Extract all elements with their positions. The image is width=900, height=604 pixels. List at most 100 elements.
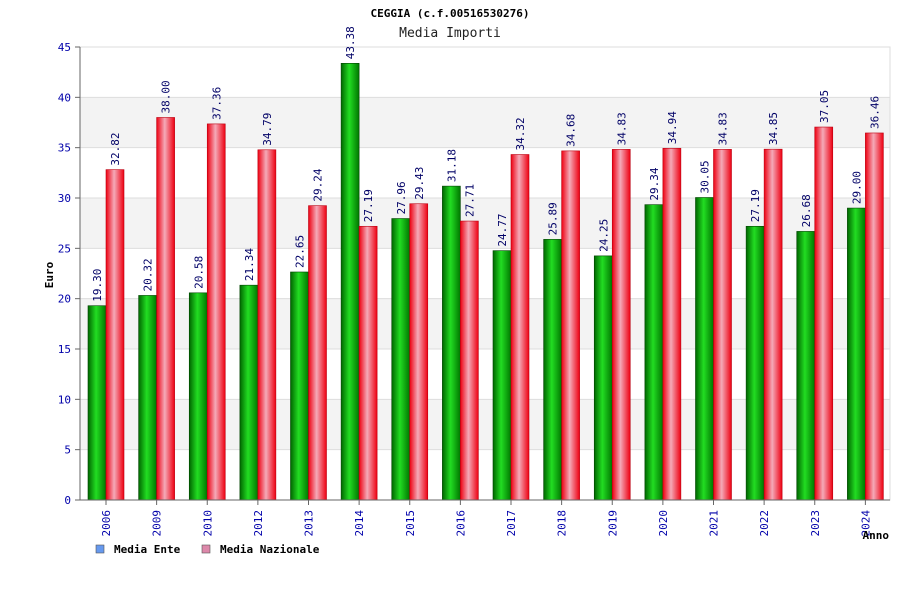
x-tick-label: 2016 bbox=[454, 510, 467, 537]
data-label: 24.77 bbox=[496, 214, 509, 247]
x-tick-label: 2017 bbox=[505, 510, 518, 537]
legend-label-media-ente: Media Ente bbox=[114, 543, 181, 556]
data-label: 20.58 bbox=[192, 256, 205, 289]
data-label: 21.34 bbox=[243, 248, 256, 281]
legend-label-media-nazionale: Media Nazionale bbox=[220, 543, 320, 556]
bar-media-nazionale bbox=[156, 117, 175, 501]
bar-media-ente bbox=[796, 231, 816, 501]
bar-media-nazionale bbox=[308, 205, 327, 501]
y-tick-label: 5 bbox=[64, 444, 71, 457]
data-label: 29.24 bbox=[312, 168, 325, 201]
bar-media-nazionale bbox=[206, 123, 226, 501]
bar-media-nazionale bbox=[865, 132, 884, 501]
y-tick-label: 45 bbox=[58, 41, 71, 54]
bar-media-nazionale bbox=[105, 169, 125, 501]
bar-media-ente bbox=[543, 239, 562, 501]
x-tick-label: 2014 bbox=[353, 510, 366, 537]
data-label: 34.68 bbox=[565, 114, 578, 147]
data-label: 31.18 bbox=[445, 149, 458, 182]
bar-media-ente bbox=[593, 255, 613, 501]
bar-media-ente bbox=[391, 218, 411, 501]
data-label: 37.05 bbox=[818, 90, 831, 123]
bar-media-ente bbox=[87, 305, 107, 501]
y-tick-label: 40 bbox=[58, 91, 71, 104]
data-label: 29.00 bbox=[850, 171, 863, 204]
data-label: 20.32 bbox=[142, 258, 155, 291]
y-tick-label: 0 bbox=[64, 494, 71, 507]
data-label: 36.46 bbox=[868, 96, 881, 129]
data-label: 34.94 bbox=[666, 111, 679, 144]
bar-media-nazionale bbox=[460, 220, 479, 501]
bar-media-ente bbox=[188, 292, 208, 501]
y-tick-label: 30 bbox=[58, 192, 71, 205]
x-tick-label: 2009 bbox=[151, 510, 164, 537]
data-label: 34.83 bbox=[717, 112, 730, 145]
data-label: 38.00 bbox=[160, 80, 173, 113]
x-tick-label: 2015 bbox=[404, 510, 417, 537]
bars-layer bbox=[87, 63, 884, 501]
x-tick-label: 2020 bbox=[657, 510, 670, 537]
bar-media-nazionale bbox=[510, 154, 530, 501]
y-tick-label: 20 bbox=[58, 293, 71, 306]
chart-title: CEGGIA (c.f.00516530276) bbox=[371, 7, 530, 20]
legend-swatch-media-ente bbox=[95, 544, 105, 554]
y-tick-label: 35 bbox=[58, 142, 71, 155]
bar-media-ente bbox=[695, 197, 714, 501]
y-tick-label: 10 bbox=[58, 393, 71, 406]
bar-media-ente bbox=[492, 250, 512, 501]
legend-swatch-media-nazionale bbox=[201, 544, 211, 554]
legend: Media Ente Media Nazionale bbox=[95, 543, 320, 556]
data-label: 29.43 bbox=[413, 167, 426, 200]
bar-media-ente bbox=[138, 295, 157, 501]
bar-media-nazionale bbox=[409, 203, 429, 501]
bar-media-ente bbox=[644, 204, 664, 501]
y-tick-label: 25 bbox=[58, 242, 71, 255]
x-tick-label: 2013 bbox=[303, 510, 316, 537]
data-label: 34.85 bbox=[767, 112, 780, 145]
bar-media-nazionale bbox=[763, 148, 783, 501]
x-tick-label: 2012 bbox=[252, 510, 265, 537]
x-tick-label: 2023 bbox=[809, 510, 822, 537]
bar-media-ente bbox=[745, 225, 765, 501]
data-label: 24.25 bbox=[597, 219, 610, 252]
bar-media-nazionale bbox=[561, 150, 580, 501]
x-tick-label: 2019 bbox=[606, 510, 619, 537]
bar-media-ente bbox=[290, 271, 309, 501]
chart-subtitle: Media Importi bbox=[399, 26, 501, 41]
x-tick-label: 2010 bbox=[201, 510, 214, 537]
bar-media-nazionale bbox=[713, 149, 732, 501]
data-label: 34.79 bbox=[261, 113, 274, 146]
x-axis-label: Anno bbox=[863, 529, 890, 542]
data-label: 27.19 bbox=[362, 189, 375, 222]
data-label: 37.36 bbox=[210, 87, 223, 120]
x-tick-label: 2022 bbox=[758, 510, 771, 537]
data-label: 25.89 bbox=[547, 202, 560, 235]
y-axis-label: Euro bbox=[43, 261, 56, 288]
plot-band bbox=[80, 47, 890, 98]
data-labels-layer: 19.30 32.82 20.32 38.00 20.58 37.36 21.34 34.79… bbox=[91, 26, 881, 302]
bar-media-ente bbox=[847, 207, 866, 501]
bar-media-nazionale bbox=[814, 126, 834, 501]
x-tick-label: 2006 bbox=[100, 510, 113, 537]
data-label: 34.32 bbox=[514, 117, 527, 150]
data-label: 43.38 bbox=[344, 26, 357, 59]
bar-media-nazionale bbox=[358, 225, 378, 501]
y-tick-label: 15 bbox=[58, 343, 71, 356]
data-label: 34.83 bbox=[615, 112, 628, 145]
data-label: 22.65 bbox=[294, 235, 307, 268]
data-label: 27.96 bbox=[395, 181, 408, 214]
bar-media-nazionale bbox=[611, 149, 631, 501]
bar-media-ente bbox=[442, 185, 461, 501]
data-label: 32.82 bbox=[109, 132, 122, 165]
data-label: 26.68 bbox=[800, 194, 813, 227]
bar-media-nazionale bbox=[662, 147, 682, 501]
data-label: 27.19 bbox=[749, 189, 762, 222]
data-label: 29.34 bbox=[648, 167, 661, 200]
axes: 0 5 10 15 20 25 30 35 40 45 2006 2009 2010 2012 2013 20… bbox=[58, 41, 890, 537]
x-tick-label: 2021 bbox=[708, 510, 721, 537]
bar-media-nazionale bbox=[257, 149, 277, 501]
data-label: 19.30 bbox=[91, 269, 104, 302]
data-label: 27.71 bbox=[463, 184, 476, 217]
